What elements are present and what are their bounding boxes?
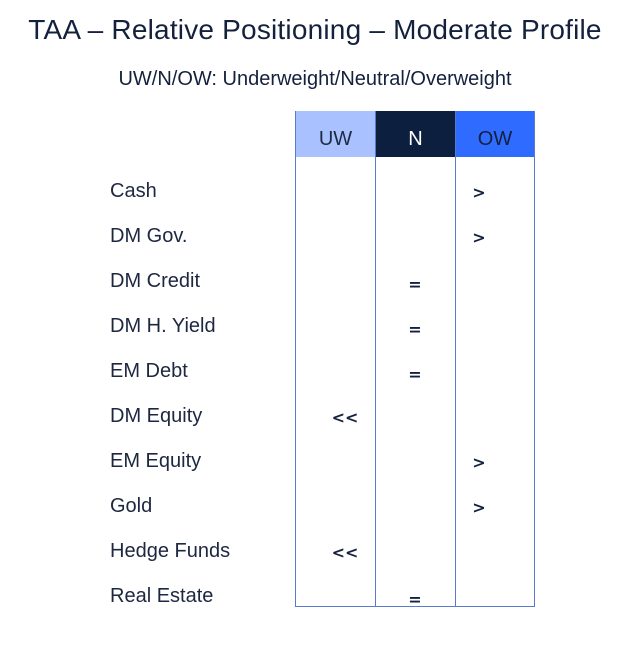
column-header-uw: UW [296,111,375,157]
grid-bottom-border [295,606,535,607]
row-label: DM Equity [110,405,203,427]
row-label: DM H. Yield [110,315,216,337]
chart-subtitle: UW/N/OW: Underweight/Neutral/Overweight [118,68,512,90]
column-header-n: N [376,111,455,157]
row-label: Gold [110,495,153,517]
column-n: N [375,111,455,607]
signal-mark: > [472,453,486,472]
signal-mark: << [331,408,359,427]
column-ow: OW [455,111,535,607]
signal-mark: > [472,498,486,517]
row-label: EM Equity [110,450,202,472]
signal-mark: = [408,275,422,294]
row-label: Cash [110,180,157,202]
signal-mark: = [408,590,422,609]
row-label: Hedge Funds [110,540,231,562]
signal-mark: > [472,183,486,202]
row-label: DM Credit [110,270,201,292]
row-label: EM Debt [110,360,188,382]
row-label: Real Estate [110,585,214,607]
positioning-grid: UW N OW [295,111,535,607]
signal-mark: > [472,228,486,247]
row-label: DM Gov. [110,225,188,247]
signal-mark: << [331,543,359,562]
column-uw: UW [295,111,375,607]
signal-mark: = [408,365,422,384]
column-header-ow: OW [456,111,534,157]
signal-mark: = [408,320,422,339]
chart-title: TAA – Relative Positioning – Moderate Pr… [28,14,602,45]
